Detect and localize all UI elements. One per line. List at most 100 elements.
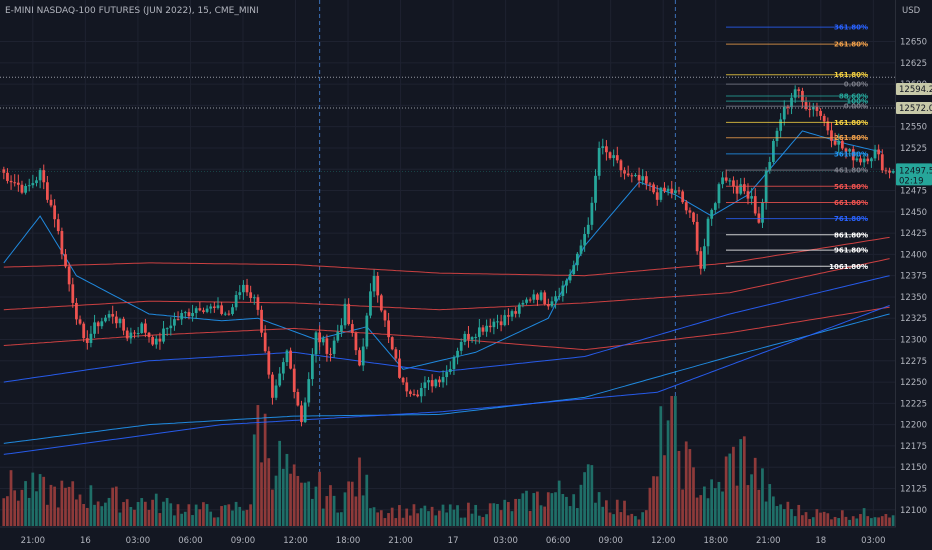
candle-body <box>666 188 670 192</box>
candle-body <box>786 106 790 108</box>
candle-body <box>147 332 151 338</box>
volume-bar <box>38 474 42 526</box>
candle-body <box>634 174 637 176</box>
candle-body <box>561 285 565 296</box>
candle-body <box>125 330 129 339</box>
time-tick-label: 06:00 <box>178 536 203 546</box>
candle-body <box>394 349 398 359</box>
volume-bar <box>401 517 405 526</box>
candle-body <box>187 312 191 317</box>
volume-bar <box>71 481 75 526</box>
volume-bar <box>111 487 115 526</box>
candle-body <box>27 185 31 187</box>
candle-body <box>848 149 852 152</box>
volume-bar <box>220 506 223 526</box>
volume-bar <box>804 512 808 526</box>
candle-body <box>496 321 499 323</box>
candle-body <box>619 160 623 171</box>
candle-body <box>165 328 169 330</box>
time-tick-label: 03:00 <box>126 536 151 546</box>
candle-body <box>757 213 761 223</box>
candle-body <box>122 318 125 331</box>
volume-bar <box>815 509 819 526</box>
time-tick-label: 09:00 <box>231 536 256 546</box>
volume-bar <box>684 441 688 526</box>
price-badge-label: 12594.25 <box>899 85 932 95</box>
candle-body <box>779 119 783 131</box>
volume-bar <box>470 513 474 526</box>
candle-body <box>16 182 20 185</box>
candle-body <box>590 202 594 225</box>
volume-bar <box>884 514 888 526</box>
volume-bar <box>398 505 401 526</box>
volume-bar <box>514 498 517 526</box>
candle-body <box>49 199 53 206</box>
volume-bar <box>782 509 786 526</box>
candle-body <box>427 380 430 383</box>
time-tick-label: 12:00 <box>283 536 308 546</box>
candle-body <box>782 106 786 120</box>
volume-bar <box>833 516 837 526</box>
candle-body <box>387 320 390 338</box>
price-tick-label: 12650 <box>900 38 927 48</box>
volume-bar <box>510 511 514 526</box>
fib-level-label: 88.60% <box>839 93 868 101</box>
volume-bar <box>96 501 100 526</box>
volume-bar <box>202 502 205 526</box>
candle-body <box>753 196 757 214</box>
candle-body <box>641 176 645 181</box>
candle-body <box>347 303 351 325</box>
volume-bar <box>434 515 438 526</box>
volume-bar <box>583 472 586 526</box>
candle-body <box>706 218 710 247</box>
candle-body <box>463 333 467 342</box>
current-price-badge <box>896 163 932 186</box>
volume-bar <box>844 516 848 526</box>
volume-bar <box>735 485 739 526</box>
price-axis: 12100 12125 12150 12175 12200 12225 12250 12275… <box>895 0 932 550</box>
fib-level-label: 361.80% <box>834 150 868 158</box>
volume-bar <box>245 509 249 526</box>
candle-body <box>833 140 837 145</box>
volume-bar <box>281 468 285 526</box>
candle-body <box>136 333 140 335</box>
candle-body <box>499 321 503 326</box>
candle-body <box>713 203 717 210</box>
volume-bar <box>300 482 303 526</box>
volume-bar <box>209 511 213 526</box>
volume-bar <box>122 502 125 526</box>
candle-body <box>768 161 772 171</box>
candle-body <box>742 184 746 192</box>
volume-bar <box>536 491 539 526</box>
volume-bar <box>154 493 158 526</box>
volume-bar <box>855 518 859 526</box>
candle-body <box>877 149 881 155</box>
candle-body <box>325 338 329 354</box>
volume-bar <box>528 511 532 526</box>
candle-body <box>278 373 282 386</box>
time-axis: 21:00 16 03:00 06:00 09:00 12:00 18:00 21:00 17 0… <box>0 526 896 550</box>
volume-bar <box>808 519 812 526</box>
volume-bar <box>445 512 448 526</box>
volume-bar <box>332 495 336 526</box>
volume-bar <box>561 494 565 526</box>
volume-bar <box>474 504 478 526</box>
candle-body <box>485 325 488 332</box>
time-tick-label: 06:00 <box>546 536 571 546</box>
volume-bar <box>143 501 147 526</box>
volume-bar <box>517 498 521 526</box>
volume-bar <box>408 515 412 526</box>
candle-body <box>173 319 176 326</box>
volume-bar <box>572 494 576 526</box>
price-tick-label: 12200 <box>900 421 927 431</box>
volume-bar <box>713 488 717 526</box>
candle-body <box>510 311 514 317</box>
candle-body <box>234 295 238 308</box>
volume-bar <box>463 517 467 526</box>
volume-bar <box>176 504 180 526</box>
volume-bar <box>866 516 870 526</box>
volume-bar <box>35 491 38 526</box>
volume-bar <box>732 446 735 526</box>
volume-bar <box>728 453 732 526</box>
